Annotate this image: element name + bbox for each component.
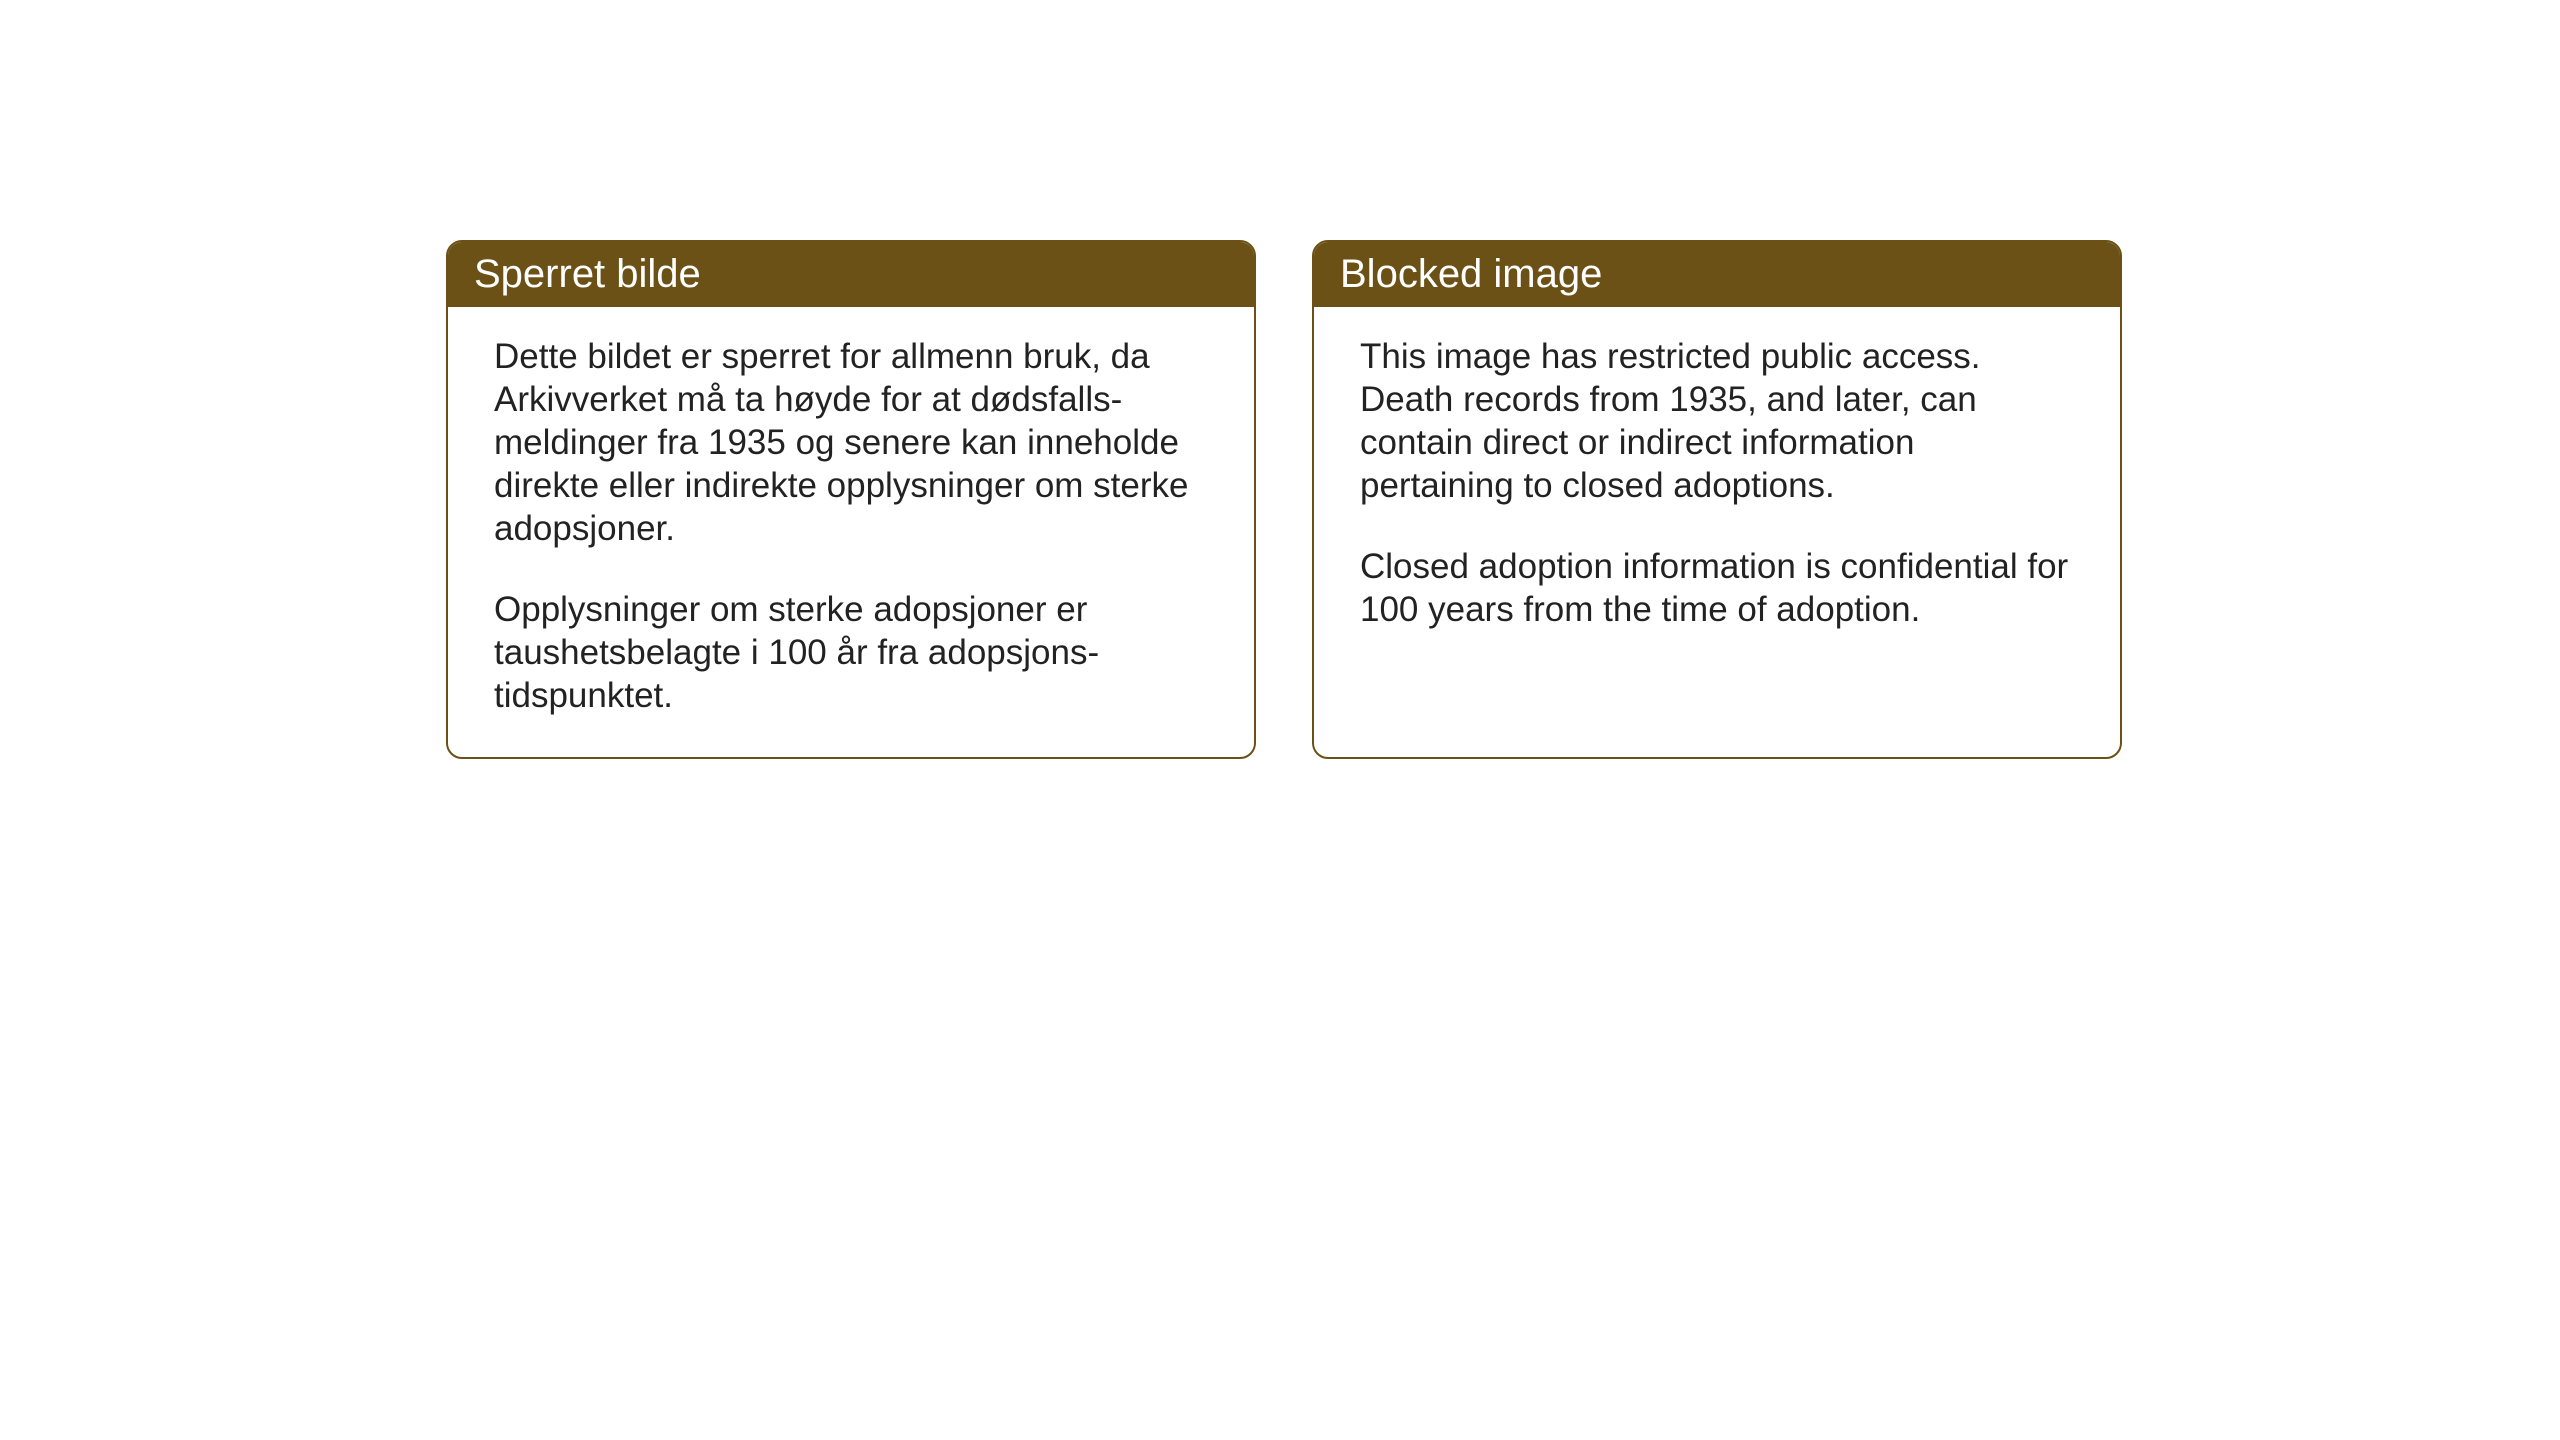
card-header-norwegian: Sperret bilde — [448, 242, 1254, 307]
card-body-norwegian: Dette bildet er sperret for allmenn bruk… — [448, 307, 1254, 757]
card-paragraph-2-english: Closed adoption information is confident… — [1360, 545, 2074, 631]
card-title-english: Blocked image — [1340, 252, 1602, 296]
card-title-norwegian: Sperret bilde — [474, 252, 701, 296]
notice-card-norwegian: Sperret bilde Dette bildet er sperret fo… — [446, 240, 1256, 759]
card-body-english: This image has restricted public access.… — [1314, 307, 2120, 747]
notice-cards-container: Sperret bilde Dette bildet er sperret fo… — [446, 240, 2122, 759]
card-paragraph-1-norwegian: Dette bildet er sperret for allmenn bruk… — [494, 335, 1208, 550]
card-header-english: Blocked image — [1314, 242, 2120, 307]
card-paragraph-1-english: This image has restricted public access.… — [1360, 335, 2074, 507]
card-paragraph-2-norwegian: Opplysninger om sterke adopsjoner er tau… — [494, 588, 1208, 717]
notice-card-english: Blocked image This image has restricted … — [1312, 240, 2122, 759]
